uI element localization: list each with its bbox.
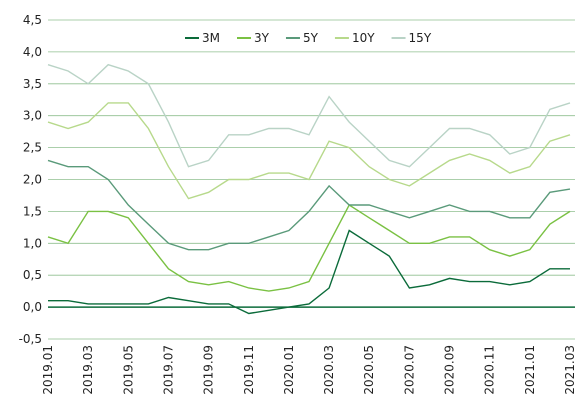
legend-label: 3M [202, 31, 220, 45]
x-tick-label: 2020.11 [483, 345, 497, 395]
y-tick-label: 0,5 [23, 268, 42, 282]
x-tick-label: 2020.01 [282, 345, 296, 395]
x-tick-label: 2020.03 [322, 345, 336, 395]
x-tick-label: 2019.05 [121, 345, 135, 395]
x-tick-label: 2019.01 [41, 345, 55, 395]
y-tick-label: 3,0 [23, 109, 42, 123]
y-tick-label: 0,0 [23, 300, 42, 314]
legend-label: 15Y [409, 31, 432, 45]
series-line [47, 159, 571, 251]
x-tick-label: 2019.03 [81, 345, 95, 395]
legend-label: 10Y [352, 31, 375, 45]
series-line [47, 63, 571, 168]
x-tick-label: 2021.01 [523, 345, 537, 395]
y-tick-label: 1,0 [23, 236, 42, 250]
x-tick-label: 2020.09 [443, 345, 457, 395]
legend-label: 3Y [254, 31, 270, 45]
x-tick-label: 2020.05 [362, 345, 376, 395]
y-tick-label: 3,5 [23, 77, 42, 91]
series-line [47, 102, 571, 200]
y-tick-label: 2,0 [23, 173, 42, 187]
y-tick-label: 2,5 [23, 141, 42, 155]
y-tick-label: 4,0 [23, 45, 42, 59]
legend-label: 5Y [303, 31, 319, 45]
x-tick-label: 2019.09 [202, 345, 216, 395]
x-tick-label: 2020.07 [402, 345, 416, 395]
x-tick-label: 2019.07 [161, 345, 175, 395]
series-line [48, 229, 570, 315]
y-tick-label: 4,5 [23, 13, 42, 27]
series-line [47, 203, 571, 292]
y-tick-label: 1,5 [23, 204, 42, 218]
x-tick-label: 2021.03 [563, 345, 575, 395]
x-tick-label: 2019.11 [242, 345, 256, 395]
y-tick-label: -0,5 [19, 332, 42, 346]
